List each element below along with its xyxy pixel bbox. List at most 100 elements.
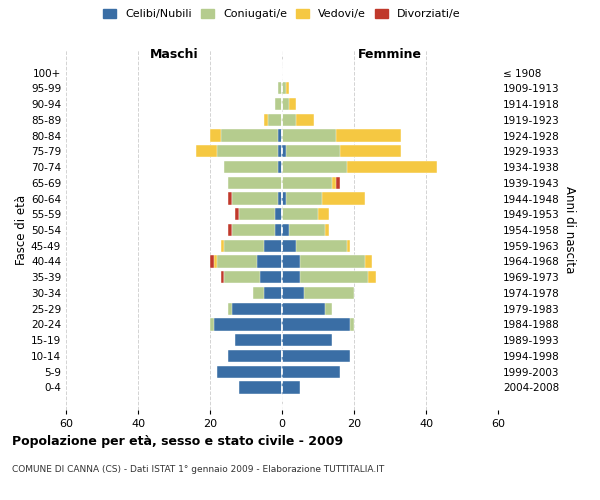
Bar <box>260 271 282 283</box>
Bar <box>282 302 332 315</box>
Bar <box>282 114 296 126</box>
Bar <box>228 224 282 236</box>
Bar <box>217 366 282 378</box>
Bar <box>210 130 282 141</box>
Bar <box>217 256 282 268</box>
Text: COMUNE DI CANNA (CS) - Dati ISTAT 1° gennaio 2009 - Elaborazione TUTTITALIA.IT: COMUNE DI CANNA (CS) - Dati ISTAT 1° gen… <box>12 465 384 474</box>
Bar <box>282 176 336 189</box>
Bar <box>282 382 300 394</box>
Bar <box>224 161 282 173</box>
Bar <box>228 302 282 315</box>
Bar <box>282 271 376 283</box>
Legend: Celibi/Nubili, Coniugati/e, Vedovi/e, Divorziati/e: Celibi/Nubili, Coniugati/e, Vedovi/e, Di… <box>100 6 464 22</box>
Bar <box>282 145 340 158</box>
Bar <box>282 240 350 252</box>
Bar <box>282 318 354 330</box>
Bar <box>239 382 282 394</box>
Bar <box>282 208 329 220</box>
Bar <box>239 382 282 394</box>
Bar <box>232 302 282 315</box>
Bar <box>217 145 282 158</box>
Bar <box>282 208 318 220</box>
Bar <box>253 287 282 299</box>
Bar <box>282 302 332 315</box>
Bar <box>228 350 282 362</box>
Bar <box>282 98 296 110</box>
Bar <box>239 208 282 220</box>
Bar <box>282 145 286 158</box>
Bar <box>282 98 296 110</box>
Bar <box>282 350 350 362</box>
Bar <box>214 318 282 330</box>
Bar <box>264 287 282 299</box>
Bar <box>224 240 282 252</box>
Bar <box>228 350 282 362</box>
Bar <box>282 161 437 173</box>
Bar <box>224 271 282 283</box>
Bar <box>239 208 282 220</box>
Bar <box>278 130 282 141</box>
Bar <box>282 302 325 315</box>
Bar <box>282 98 289 110</box>
Bar <box>224 161 282 173</box>
Bar <box>282 256 365 268</box>
Bar <box>282 114 314 126</box>
Bar <box>264 114 282 126</box>
Bar <box>282 350 350 362</box>
Bar <box>282 145 401 158</box>
Bar <box>275 98 282 110</box>
Bar <box>224 271 282 283</box>
Bar <box>282 318 350 330</box>
Bar <box>253 287 282 299</box>
Bar <box>282 130 401 141</box>
Bar <box>228 302 282 315</box>
Bar <box>228 192 282 204</box>
Bar <box>275 224 282 236</box>
Bar <box>228 176 282 189</box>
Bar <box>282 366 340 378</box>
Bar <box>282 240 296 252</box>
Bar <box>282 366 340 378</box>
Bar <box>282 192 365 204</box>
Bar <box>196 145 282 158</box>
Bar <box>210 318 282 330</box>
Bar <box>278 192 282 204</box>
Bar <box>282 287 304 299</box>
Bar <box>282 82 289 94</box>
Text: Femmine: Femmine <box>358 48 422 62</box>
Bar <box>282 334 332 346</box>
Bar <box>282 161 437 173</box>
Bar <box>210 256 282 268</box>
Bar <box>282 287 354 299</box>
Bar <box>221 130 282 141</box>
Bar <box>235 208 282 220</box>
Bar <box>282 114 314 126</box>
Bar <box>282 334 332 346</box>
Bar <box>282 271 300 283</box>
Bar <box>282 382 300 394</box>
Bar <box>235 334 282 346</box>
Bar <box>278 82 282 94</box>
Bar <box>210 318 282 330</box>
Bar <box>239 382 282 394</box>
Bar <box>217 366 282 378</box>
Bar <box>224 161 282 173</box>
Bar <box>282 240 350 252</box>
Bar <box>264 114 282 126</box>
Bar <box>268 114 282 126</box>
Bar <box>232 224 282 236</box>
Bar <box>221 240 282 252</box>
Bar <box>264 240 282 252</box>
Bar <box>282 366 340 378</box>
Bar <box>235 334 282 346</box>
Bar <box>282 302 332 315</box>
Bar <box>282 82 286 94</box>
Bar <box>278 161 282 173</box>
Bar <box>282 256 372 268</box>
Bar <box>278 82 282 94</box>
Bar <box>235 334 282 346</box>
Bar <box>282 208 329 220</box>
Bar <box>217 366 282 378</box>
Bar <box>235 334 282 346</box>
Bar <box>282 224 329 236</box>
